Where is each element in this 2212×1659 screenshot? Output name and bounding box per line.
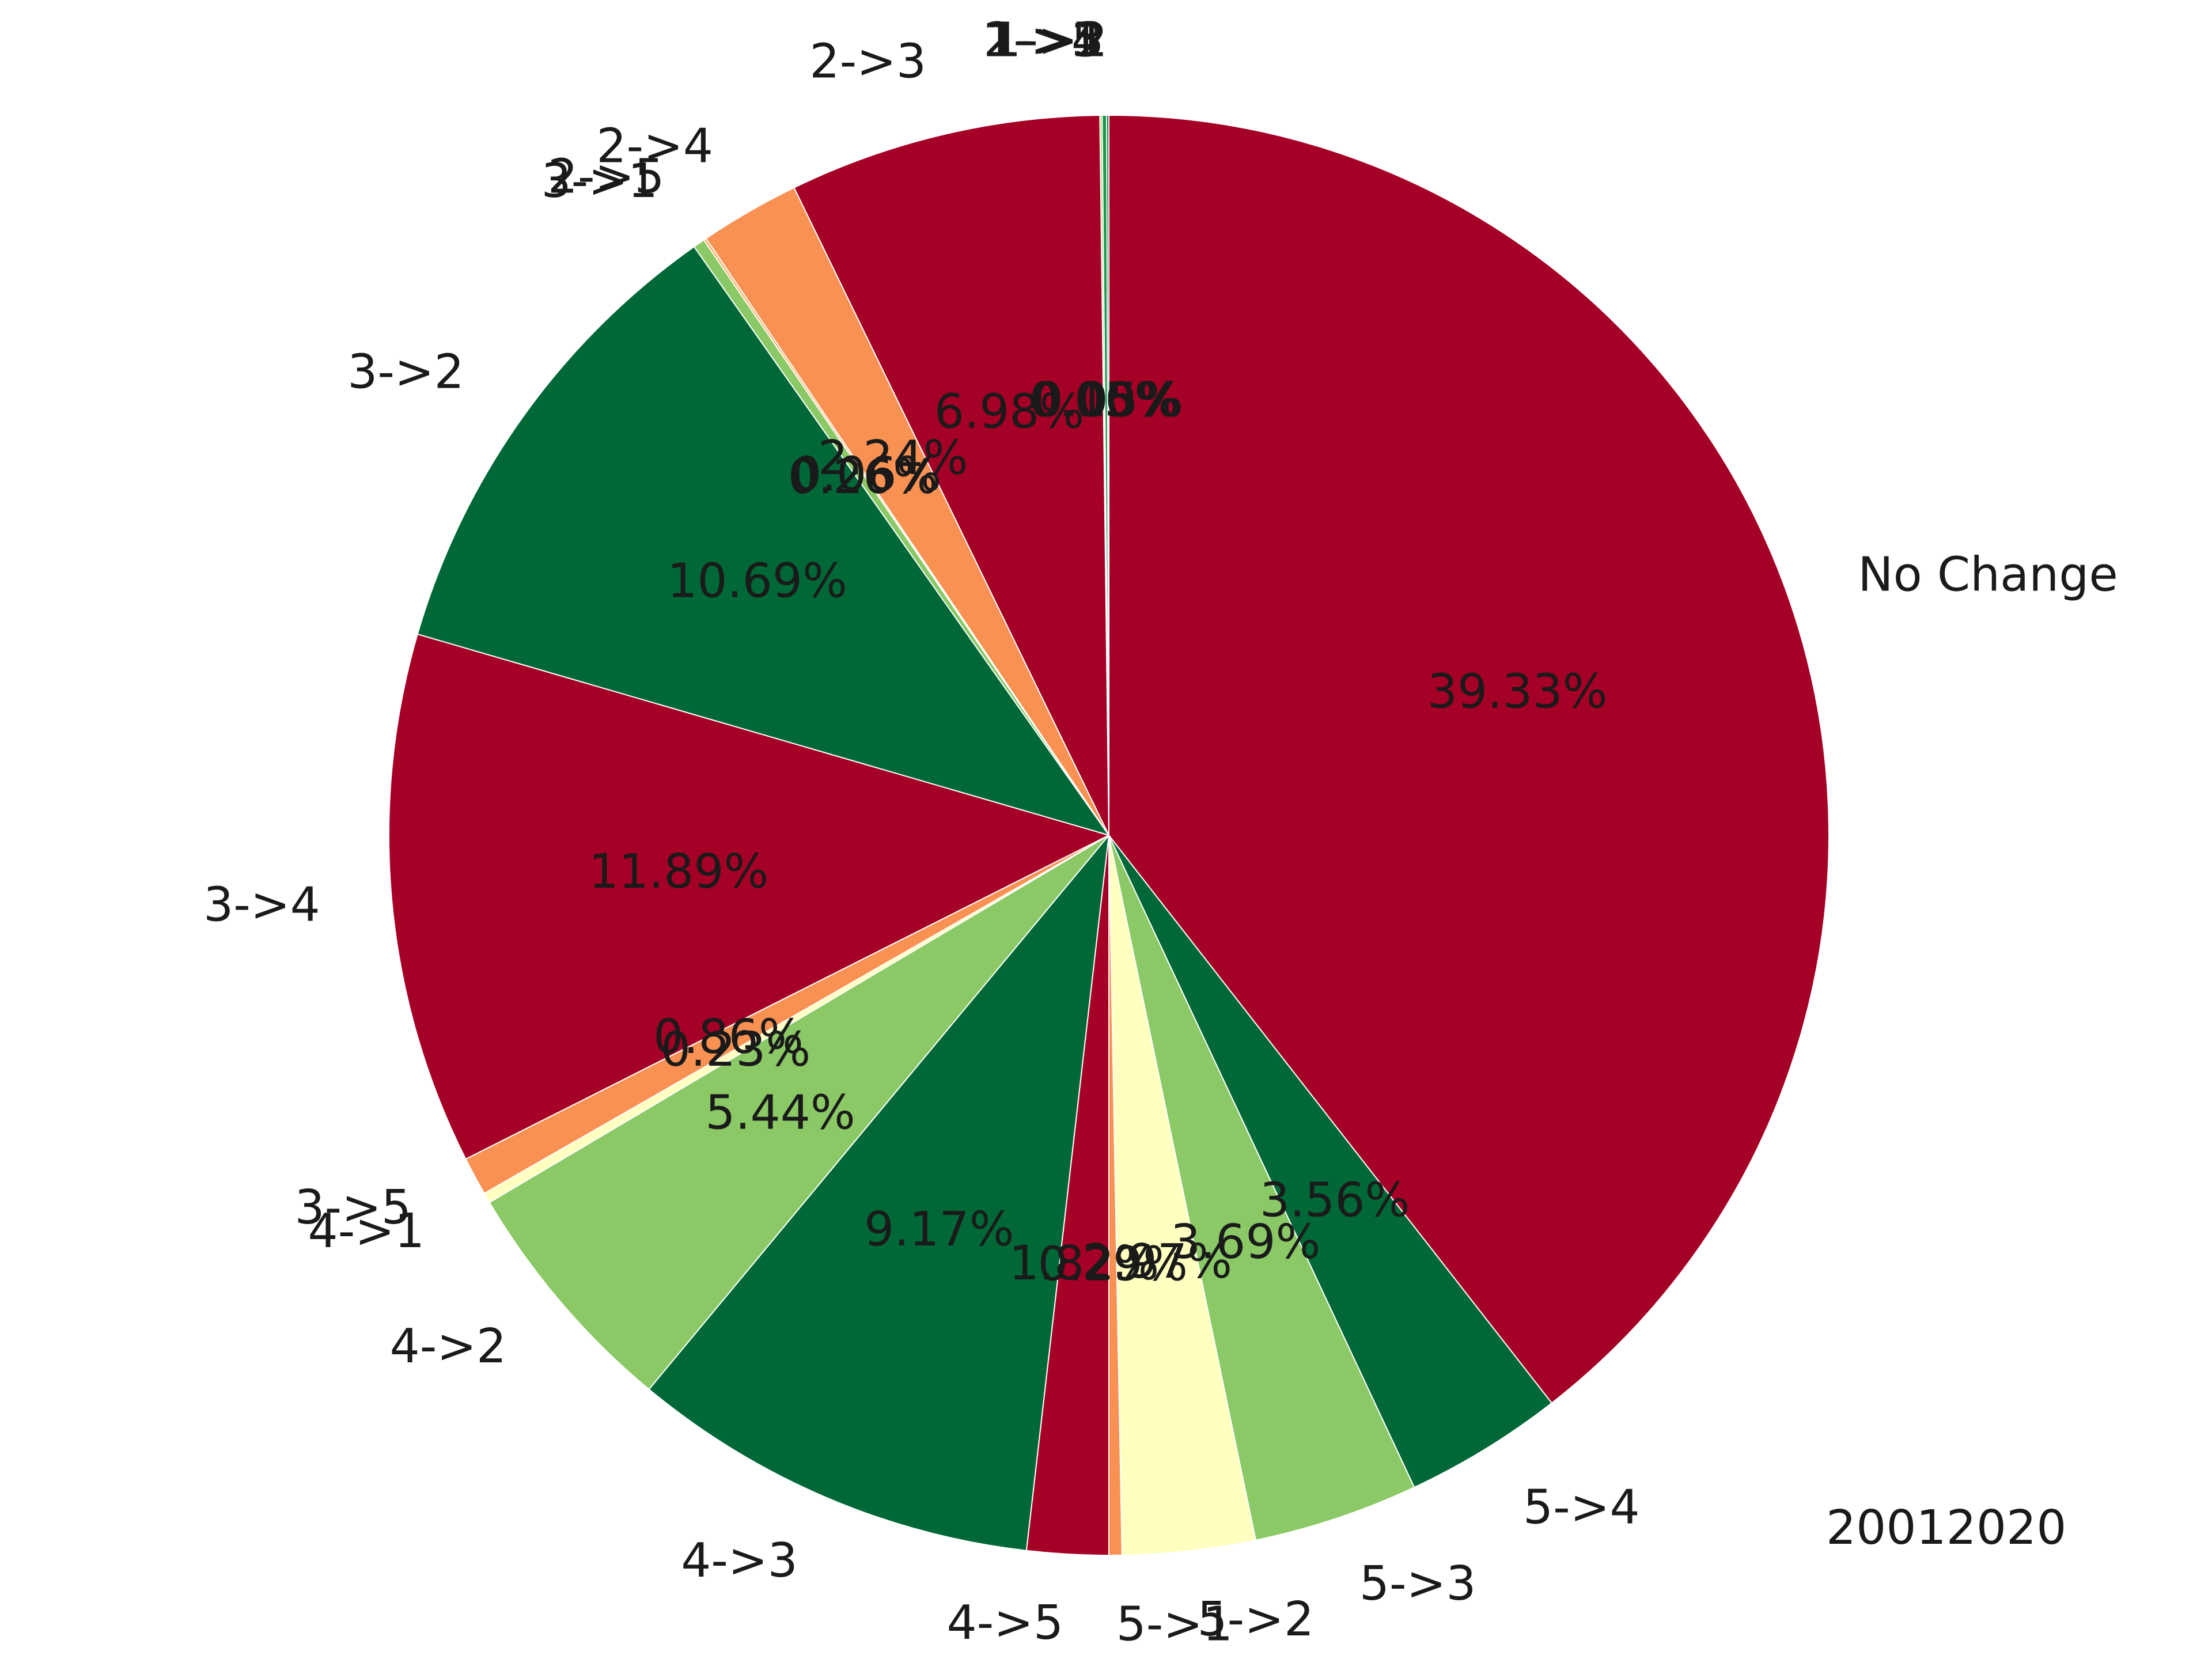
slice-label-1-to-5: 1->5 bbox=[984, 13, 1101, 68]
outer-labels-layer: 1->21->31->41->52->1 2->3 2->42->53->1 3->2… bbox=[203, 13, 2118, 1652]
percent-label-1-to-5: 0.00% bbox=[1030, 373, 1180, 427]
percent-label-no-change: 39.33% bbox=[1427, 665, 1608, 719]
percent-labels-layer: 0.05%0.10%0.00%0.00%0.05%6.98%2.24%0.06%… bbox=[589, 373, 1608, 1291]
percent-label-5-to-3: 3.69% bbox=[1171, 1215, 1321, 1270]
slice-label-5-to-4: 5->4 bbox=[1523, 1480, 1640, 1535]
slice-label-3-to-4: 3->4 bbox=[203, 877, 320, 932]
slice-label-4-to-2: 4->2 bbox=[390, 1319, 507, 1374]
slice-label-5-to-2: 5->2 bbox=[1198, 1592, 1315, 1647]
pie-slice-5-to-4 bbox=[1108, 835, 1553, 1488]
percent-label-5-to-1: 0.29% bbox=[1038, 1237, 1188, 1291]
pie-slice-5-to-3 bbox=[1108, 835, 1415, 1541]
pie-slice-no-change bbox=[1108, 114, 1830, 1404]
slice-label-1-to-3: 1->3 bbox=[987, 13, 1104, 67]
percent-label-1-to-3: 0.10% bbox=[1031, 373, 1181, 427]
percent-label-1-to-4: 0.00% bbox=[1030, 373, 1180, 427]
slice-label-4-to-1: 4->1 bbox=[308, 1204, 425, 1259]
slice-label-2-to-1: 2->1 bbox=[983, 13, 1100, 68]
slice-label-2-to-5: 2->5 bbox=[548, 149, 665, 204]
percent-label-4-to-3: 9.17% bbox=[864, 1202, 1014, 1257]
slice-label-3-to-5: 3->5 bbox=[294, 1180, 411, 1235]
percent-label-4-to-2: 5.44% bbox=[705, 1085, 855, 1140]
percent-label-2-to-5: 0.06% bbox=[791, 448, 942, 502]
slice-label-2-to-3: 2->3 bbox=[809, 34, 926, 89]
slice-label-3-to-2: 3->2 bbox=[347, 345, 464, 400]
percent-label-2-to-4: 2.24% bbox=[818, 431, 968, 486]
pie-slice-4-to-3 bbox=[648, 833, 1110, 1551]
percent-label-3-to-5: 0.86% bbox=[653, 1010, 804, 1065]
slice-label-1-to-2: 1->2 bbox=[991, 13, 1108, 67]
pie-slice-3-to-4 bbox=[388, 633, 1111, 1160]
slice-label-1-to-4: 1->4 bbox=[984, 13, 1101, 68]
percent-label-5-to-4: 3.56% bbox=[1260, 1173, 1410, 1228]
slice-label-5-to-1: 5->1 bbox=[1116, 1597, 1233, 1652]
percent-label-3-to-4: 11.89% bbox=[589, 844, 769, 899]
pie-slice-3-to-2 bbox=[416, 245, 1111, 836]
pie-slice-2-to-3 bbox=[793, 115, 1109, 836]
percent-label-1-to-2: 0.05% bbox=[1033, 373, 1184, 427]
percent-label-2-to-1: 0.05% bbox=[1029, 373, 1179, 428]
slices-layer bbox=[388, 114, 1830, 1556]
slice-label-2-to-4: 2->4 bbox=[596, 119, 713, 173]
slice-label-3-to-1: 3->1 bbox=[541, 154, 658, 209]
percent-label-4-to-1: 0.23% bbox=[661, 1022, 811, 1077]
slice-label-no-change: No Change bbox=[1858, 547, 2118, 602]
slice-label-5-to-3: 5->3 bbox=[1359, 1556, 1476, 1611]
pie-slice-4-to-2 bbox=[488, 835, 1109, 1391]
percent-label-5-to-2: 2.97% bbox=[1082, 1234, 1232, 1289]
slice-label-4-to-3: 4->3 bbox=[681, 1533, 798, 1588]
chart-footer-text: 20012020 bbox=[1826, 1501, 2067, 1555]
percent-label-3-to-2: 10.69% bbox=[667, 554, 847, 609]
percent-label-3-to-1: 0.26% bbox=[788, 450, 938, 505]
slice-label-4-to-5: 4->5 bbox=[947, 1596, 1064, 1650]
percent-label-4-to-5: 1.82% bbox=[1009, 1236, 1160, 1291]
percent-label-2-to-3: 6.98% bbox=[934, 385, 1085, 440]
